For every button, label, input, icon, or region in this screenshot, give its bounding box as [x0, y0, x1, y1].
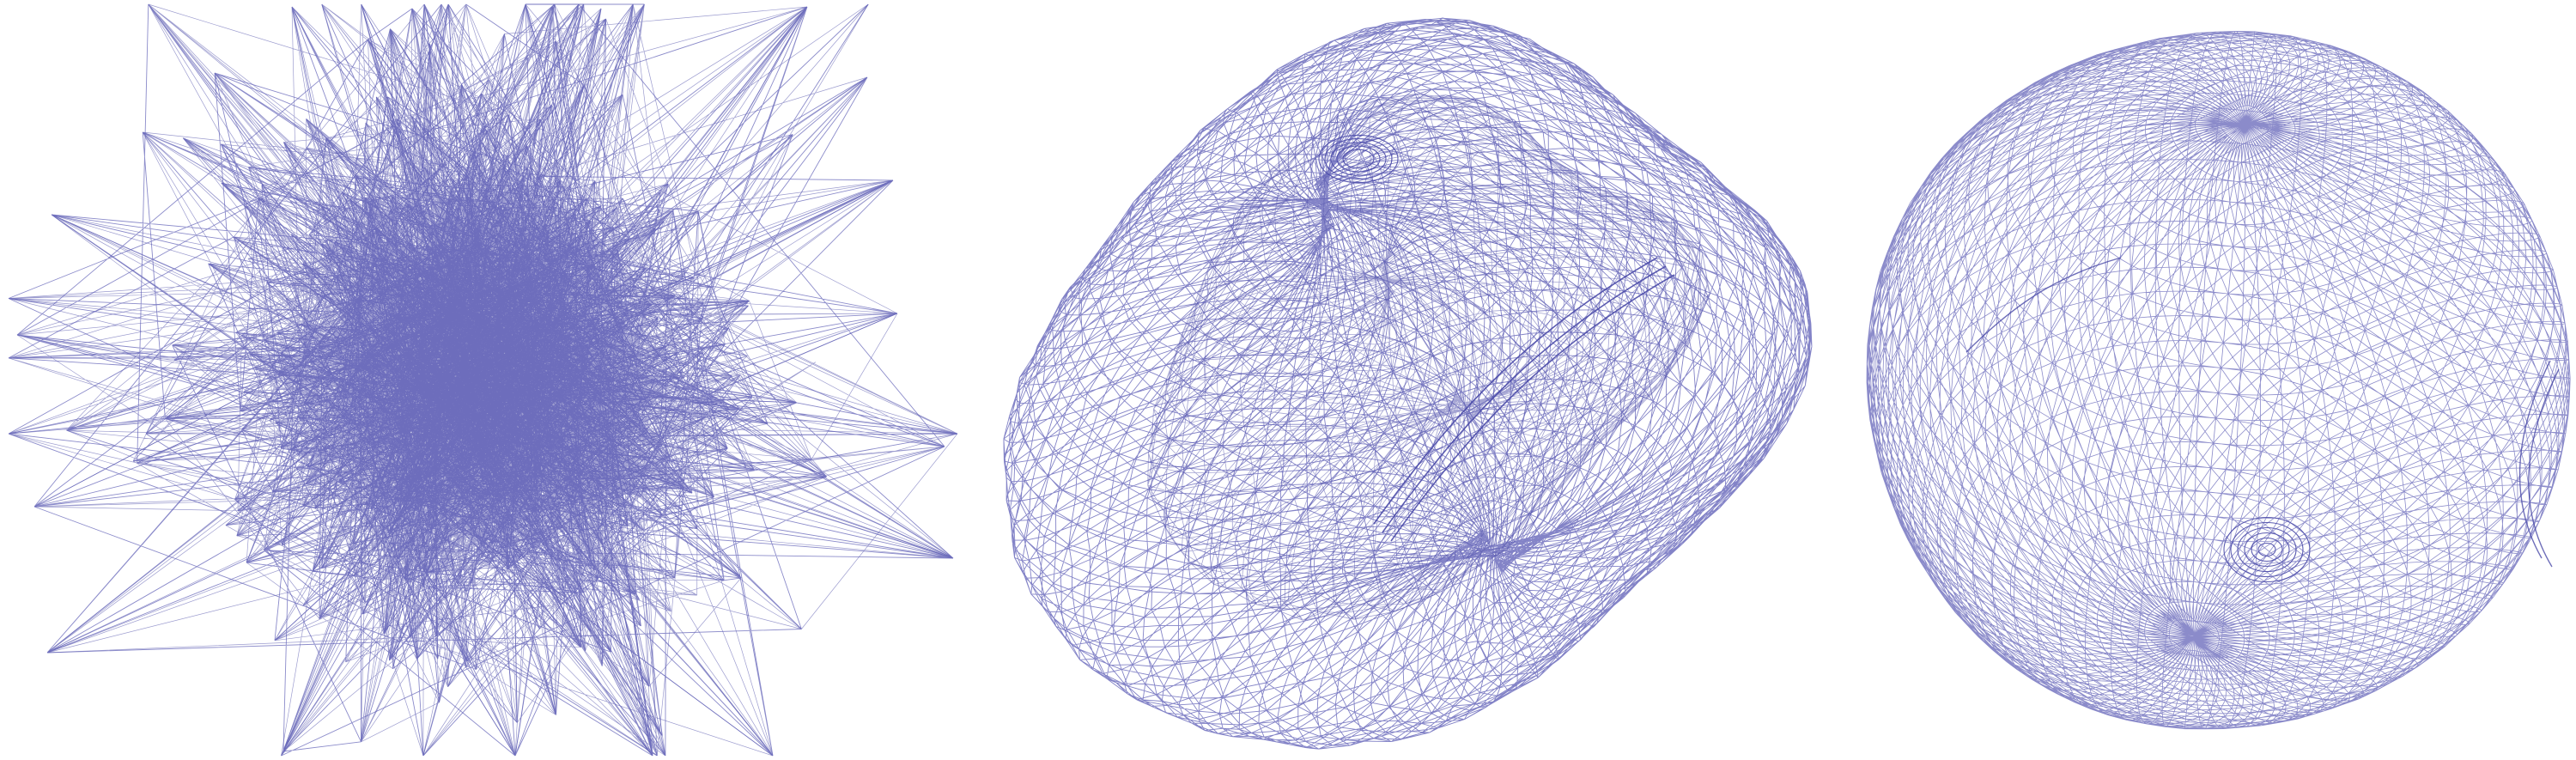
warped-mesh-pole: [1318, 134, 1399, 184]
warped-mesh-fold: [1147, 93, 1710, 621]
graph-edges-outer: [8, 3, 958, 757]
warped-mesh-panel: [979, 0, 1855, 760]
random-embedding-graph: [8, 3, 958, 757]
sphere-mesh-panel: [1855, 0, 2576, 760]
sphere-mesh-pole: [2223, 517, 2311, 582]
sphere-mesh: [1866, 31, 2571, 730]
sphere-mesh-edges: [1866, 31, 2571, 730]
warped-ellipsoid-mesh: [1003, 17, 1813, 750]
random-embedding-panel: [0, 0, 962, 760]
sphere-mesh-seam: [1965, 257, 2560, 568]
warped-mesh-edges: [1003, 17, 1813, 750]
warped-mesh-crease: [1373, 257, 1675, 542]
